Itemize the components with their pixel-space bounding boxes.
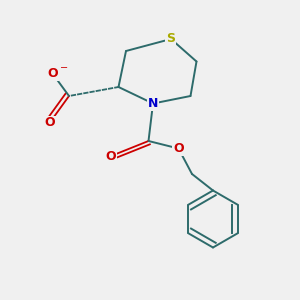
Text: O: O	[173, 142, 184, 155]
Text: O: O	[106, 149, 116, 163]
Text: −: −	[60, 63, 68, 73]
Text: O: O	[44, 116, 55, 130]
Text: N: N	[148, 97, 158, 110]
Text: S: S	[167, 32, 176, 46]
Text: O: O	[47, 67, 58, 80]
